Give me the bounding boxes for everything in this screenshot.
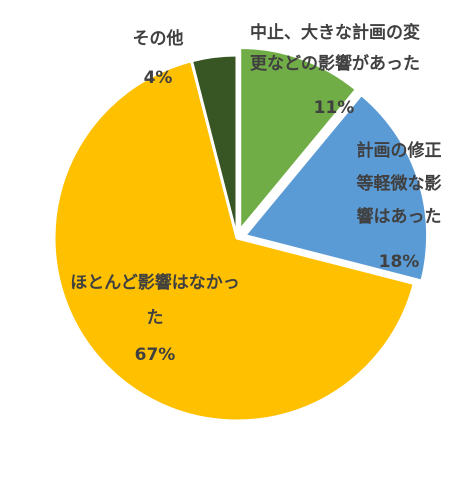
slice-2-label-line-1: た bbox=[147, 308, 164, 328]
slice-3-label-line-0: その他 bbox=[133, 28, 184, 49]
pie-slice-1 bbox=[243, 93, 430, 283]
pie-slice-3 bbox=[189, 53, 239, 240]
slice-2-label-line-0: ほとんど影響はなかっ bbox=[70, 272, 240, 293]
pie-slice-2 bbox=[52, 59, 416, 423]
pie-slices bbox=[52, 45, 430, 423]
slice-1-label-line-1: 等軽微な影 bbox=[357, 173, 442, 194]
slice-1-label-line-0: 計画の修正 bbox=[357, 140, 442, 161]
slice-1-value-label: 18% bbox=[379, 252, 420, 272]
slice-3-value-label: 4% bbox=[144, 68, 173, 88]
slice-0-value-label: 11% bbox=[314, 98, 355, 118]
pie-slice-0 bbox=[238, 45, 358, 232]
slice-1-label-line-2: 響はあった bbox=[357, 206, 442, 227]
slice-2-value-label: 67% bbox=[135, 345, 176, 365]
slice-0-label-line-0: 中止、大きな計画の変 bbox=[250, 22, 420, 43]
slice-0-label-line-1: 更などの影響があった bbox=[250, 53, 420, 74]
